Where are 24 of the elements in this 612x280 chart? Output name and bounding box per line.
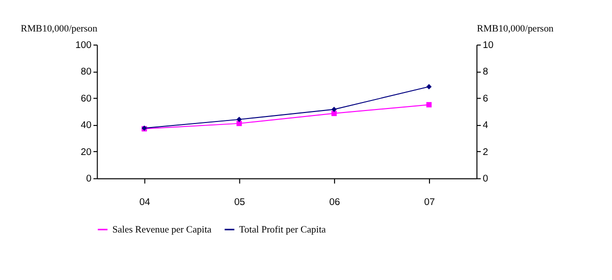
y2-tick-label: 2 [482,146,488,158]
y2-tick-label: 4 [482,120,489,132]
y2-tick-label: 0 [482,174,488,185]
y2-tick-label: 8 [482,66,488,78]
point [236,120,242,126]
x-tick-label: 06 [329,196,340,208]
y-tick-label: 80 [80,66,92,78]
point [426,102,432,108]
y2-tick-label: 10 [482,40,494,51]
y-tick-label: 20 [80,146,92,158]
legend-label: Sales Revenue per Capita [112,224,212,236]
y2-axis-title: RMB10,000/person [476,24,554,35]
y-axis-title: RMB10,000/person [20,24,98,35]
x-tick-label: 07 [424,196,435,208]
y-tick-label: 40 [80,120,92,132]
y2-tick-label: 6 [482,93,488,104]
x-tick-label: 05 [234,196,246,208]
point [331,106,337,112]
y-tick-label: 100 [75,40,92,51]
point [236,116,242,122]
x-tick-label: 04 [139,196,151,208]
y-tick-label: 60 [80,93,92,104]
legend-label: Total Profit per Capita [239,224,327,236]
y-tick-label: 0 [86,174,92,185]
